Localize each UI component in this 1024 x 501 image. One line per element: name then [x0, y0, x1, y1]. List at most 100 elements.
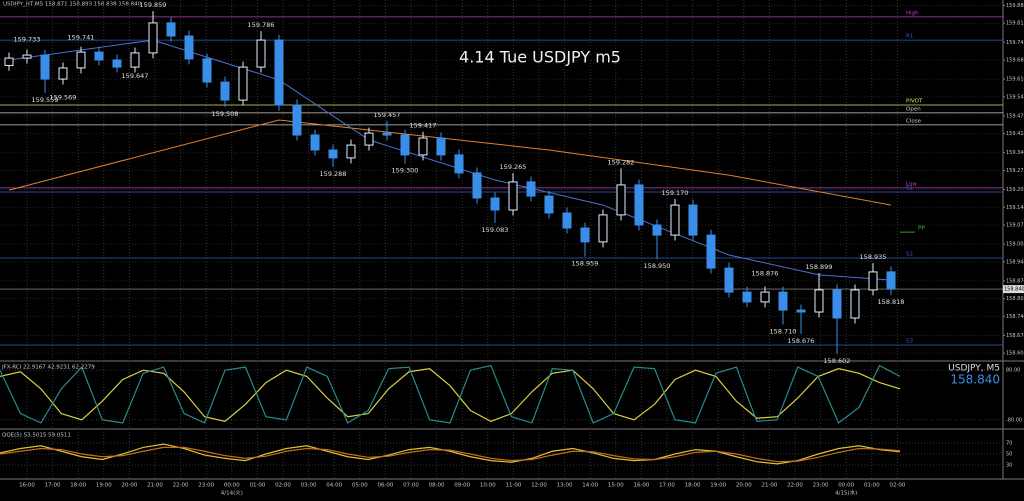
- indicator-line: [0, 446, 901, 463]
- x-tick-label: 09:00: [454, 483, 470, 489]
- price-annotation: 159.265: [500, 163, 527, 171]
- x-tick-label: 23:00: [813, 483, 829, 489]
- candle-body: [166, 22, 176, 37]
- y-tick-label: 158.740: [1006, 314, 1024, 320]
- x-tick-label: 21:00: [761, 483, 777, 489]
- price-annotation: 159.300: [392, 167, 419, 175]
- last-price: 158.840: [950, 373, 1000, 387]
- candle-body: [382, 132, 392, 136]
- x-tick-label: 15:00: [608, 483, 624, 489]
- indicator-title: JFX-RCI 22.9167 42.9231 62.2279: [1, 365, 95, 371]
- x-tick-label: 16:00: [19, 483, 35, 489]
- candle-body: [40, 54, 50, 80]
- price-annotation: 159.417: [410, 122, 437, 130]
- price-annotation: 159.170: [662, 189, 689, 197]
- price-annotation: 159.733: [14, 36, 41, 44]
- level-label: R1: [906, 34, 913, 40]
- level-label: S3: [906, 339, 913, 345]
- indicator-title: QQE(5) 53.5015 59.0511: [2, 433, 71, 439]
- x-tick-label: 00:00: [838, 483, 854, 489]
- level-label: High: [906, 10, 919, 16]
- candle-body: [634, 184, 644, 226]
- indicator-line: [0, 364, 901, 424]
- y-tick-label: 80.00: [1006, 368, 1020, 374]
- y-tick-label: 159.410: [1006, 131, 1024, 137]
- moving-average: [8, 119, 892, 206]
- x-tick-label: 01:00: [249, 483, 265, 489]
- candle-body: [292, 104, 302, 136]
- x-tick-label: 03:00: [301, 483, 317, 489]
- x-tick-label: 01:00: [864, 483, 880, 489]
- candle-body: [724, 267, 734, 293]
- candle-body: [148, 22, 158, 54]
- x-tick-label: 17:00: [659, 483, 675, 489]
- y-tick-label: 159.880: [1006, 3, 1024, 9]
- candle-body: [508, 181, 518, 211]
- level-label: Close: [906, 118, 922, 124]
- candle-body: [490, 197, 500, 211]
- level-label: Open: [906, 106, 921, 112]
- price-annotation: 159.508: [212, 110, 239, 118]
- x-tick-label: 02:00: [275, 483, 291, 489]
- x-tick-label: 18:00: [70, 483, 86, 489]
- candle-body: [184, 35, 194, 60]
- current-price-label: 158.840: [1004, 287, 1024, 293]
- candle-body: [616, 184, 626, 216]
- price-annotation: 159.786: [248, 21, 275, 29]
- header: USDJPY_HT,M5 158.871 158.893 158.838 158…: [3, 2, 142, 8]
- price-annotation: 159.569: [50, 93, 77, 101]
- candle-body: [76, 51, 86, 69]
- candle-body: [832, 289, 842, 319]
- y-tick-label: 159.815: [1006, 21, 1024, 27]
- x-tick-label: 10:00: [480, 483, 496, 489]
- x-tick-label: 13:00: [557, 483, 573, 489]
- candle-body: [850, 289, 860, 319]
- x-tick-label: 07:00: [403, 483, 419, 489]
- y-tick-label: 159.610: [1006, 77, 1024, 83]
- x-tick-label: 19:00: [96, 483, 112, 489]
- candle-body: [346, 144, 356, 159]
- x-tick-label: 14:00: [582, 483, 598, 489]
- x-tick-label: 00:00: [224, 483, 240, 489]
- price-annotation: 159.647: [122, 72, 149, 80]
- symbol-label: USDJPY, M5: [948, 364, 1000, 374]
- y-tick-label: 50: [1006, 452, 1012, 458]
- y-tick-label: 158.940: [1006, 259, 1024, 265]
- price-annotation: 158.876: [752, 269, 779, 277]
- candle-body: [112, 59, 122, 68]
- price-annotation: 158.818: [878, 298, 905, 306]
- candle-body: [796, 309, 806, 313]
- level-label: PP: [918, 226, 925, 232]
- candle-body: [688, 204, 698, 236]
- price-annotation: 159.083: [482, 226, 509, 234]
- level-label: Low: [906, 181, 917, 187]
- y-tick-label: 158.805: [1006, 296, 1024, 302]
- moving-average: [8, 39, 892, 281]
- candle-body: [310, 134, 320, 151]
- candle-body: [274, 39, 284, 106]
- current-price-box: [1003, 285, 1024, 294]
- candle-body: [22, 54, 32, 59]
- y-tick-label: 159.005: [1006, 242, 1024, 248]
- candle-body: [868, 271, 878, 291]
- price-annotation: 159.457: [374, 111, 401, 119]
- candle-body: [436, 137, 446, 156]
- x-tick-label: 08:00: [429, 483, 445, 489]
- level-label: PIVOT: [906, 99, 923, 105]
- candle-body: [4, 57, 14, 66]
- price-annotation: 158.899: [806, 263, 833, 271]
- candle-body: [364, 132, 374, 146]
- candle-body: [742, 291, 752, 303]
- level-label: S1: [906, 186, 913, 192]
- price-annotation: 159.859: [140, 1, 167, 9]
- y-tick-label: 159.680: [1006, 58, 1024, 64]
- candle-body: [760, 291, 770, 303]
- candle-body: [526, 181, 536, 197]
- chart-title: 4.14 Tue USDJPY m5: [459, 48, 621, 67]
- y-tick-label: 70: [1006, 441, 1012, 447]
- x-tick-label: 21:00: [147, 483, 163, 489]
- y-tick-label: 159.140: [1006, 205, 1024, 211]
